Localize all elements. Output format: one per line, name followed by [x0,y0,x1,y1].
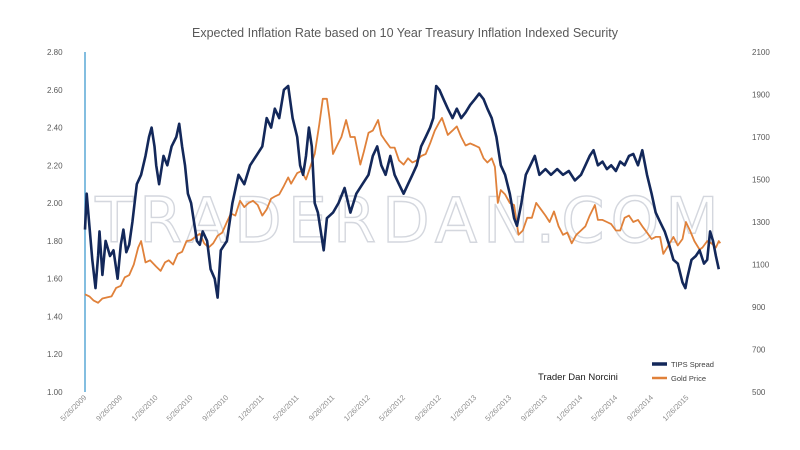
legend-label-gold-price: Gold Price [671,374,706,383]
left-axis-ticks: 1.00 1.20 1.40 1.60 1.80 2.00 2.20 2.40 2.60 2.80 [47,48,63,397]
credit-annotation: Trader Dan Norcini [538,372,618,383]
x-tick-label: 1/26/2010 [130,393,160,423]
right-tick-label: 1900 [752,91,770,100]
x-tick-label: 9/26/2009 [94,393,124,423]
left-tick-label: 1.00 [47,388,63,397]
watermark: TRADERDAN.COM [94,184,725,257]
legend-label-tips-spread: TIPS Spread [671,360,714,369]
right-tick-label: 1300 [752,218,770,227]
x-tick-label: 9/26/2013 [519,393,549,423]
x-tick-label: 5/26/2010 [165,393,195,423]
legend: TIPS Spread Gold Price [652,360,714,383]
left-tick-label: 1.20 [47,350,63,359]
x-tick-label: 5/26/2011 [271,393,301,423]
right-axis-ticks: 500 700 900 1100 1300 1500 1700 1900 2100 [752,48,770,397]
right-tick-label: 1500 [752,176,770,185]
x-tick-label: 1/26/2015 [661,393,691,423]
left-tick-label: 1.80 [47,237,63,246]
right-tick-label: 900 [752,303,766,312]
series-line-gold-price [84,97,722,304]
right-tick-label: 1100 [752,261,770,270]
right-tick-label: 500 [752,388,766,397]
right-tick-label: 700 [752,346,766,355]
x-tick-label: 1/26/2013 [448,393,478,423]
left-tick-label: 2.20 [47,161,63,170]
x-tick-label: 5/26/2012 [377,393,407,423]
right-tick-label: 1700 [752,133,770,142]
left-tick-label: 2.40 [47,124,63,133]
x-tick-label: 1/26/2014 [554,393,584,423]
x-axis-ticks: 5/26/2009 9/26/2009 1/26/2010 5/26/2010 9/26… [58,393,690,423]
series-line-tips-spread [83,84,721,299]
chart-title: Expected Inflation Rate based on 10 Year… [192,26,619,40]
left-tick-label: 1.40 [47,312,63,321]
left-tick-label: 2.60 [47,86,63,95]
series-layer [83,84,722,304]
left-tick-label: 1.60 [47,275,63,284]
left-tick-label: 2.80 [47,48,63,57]
left-tick-label: 2.00 [47,199,63,208]
x-tick-label: 9/26/2014 [625,393,655,423]
x-tick-label: 5/26/2013 [483,393,513,423]
right-tick-label: 2100 [752,48,770,57]
x-tick-label: 9/26/2010 [200,393,230,423]
x-tick-label: 9/26/2012 [413,393,443,423]
x-tick-label: 5/26/2014 [589,393,619,423]
x-tick-label: 9/26/2011 [307,393,337,423]
x-tick-label: 1/26/2012 [342,393,372,423]
x-tick-label: 5/26/2009 [58,393,88,423]
x-tick-label: 1/26/2011 [236,393,266,423]
